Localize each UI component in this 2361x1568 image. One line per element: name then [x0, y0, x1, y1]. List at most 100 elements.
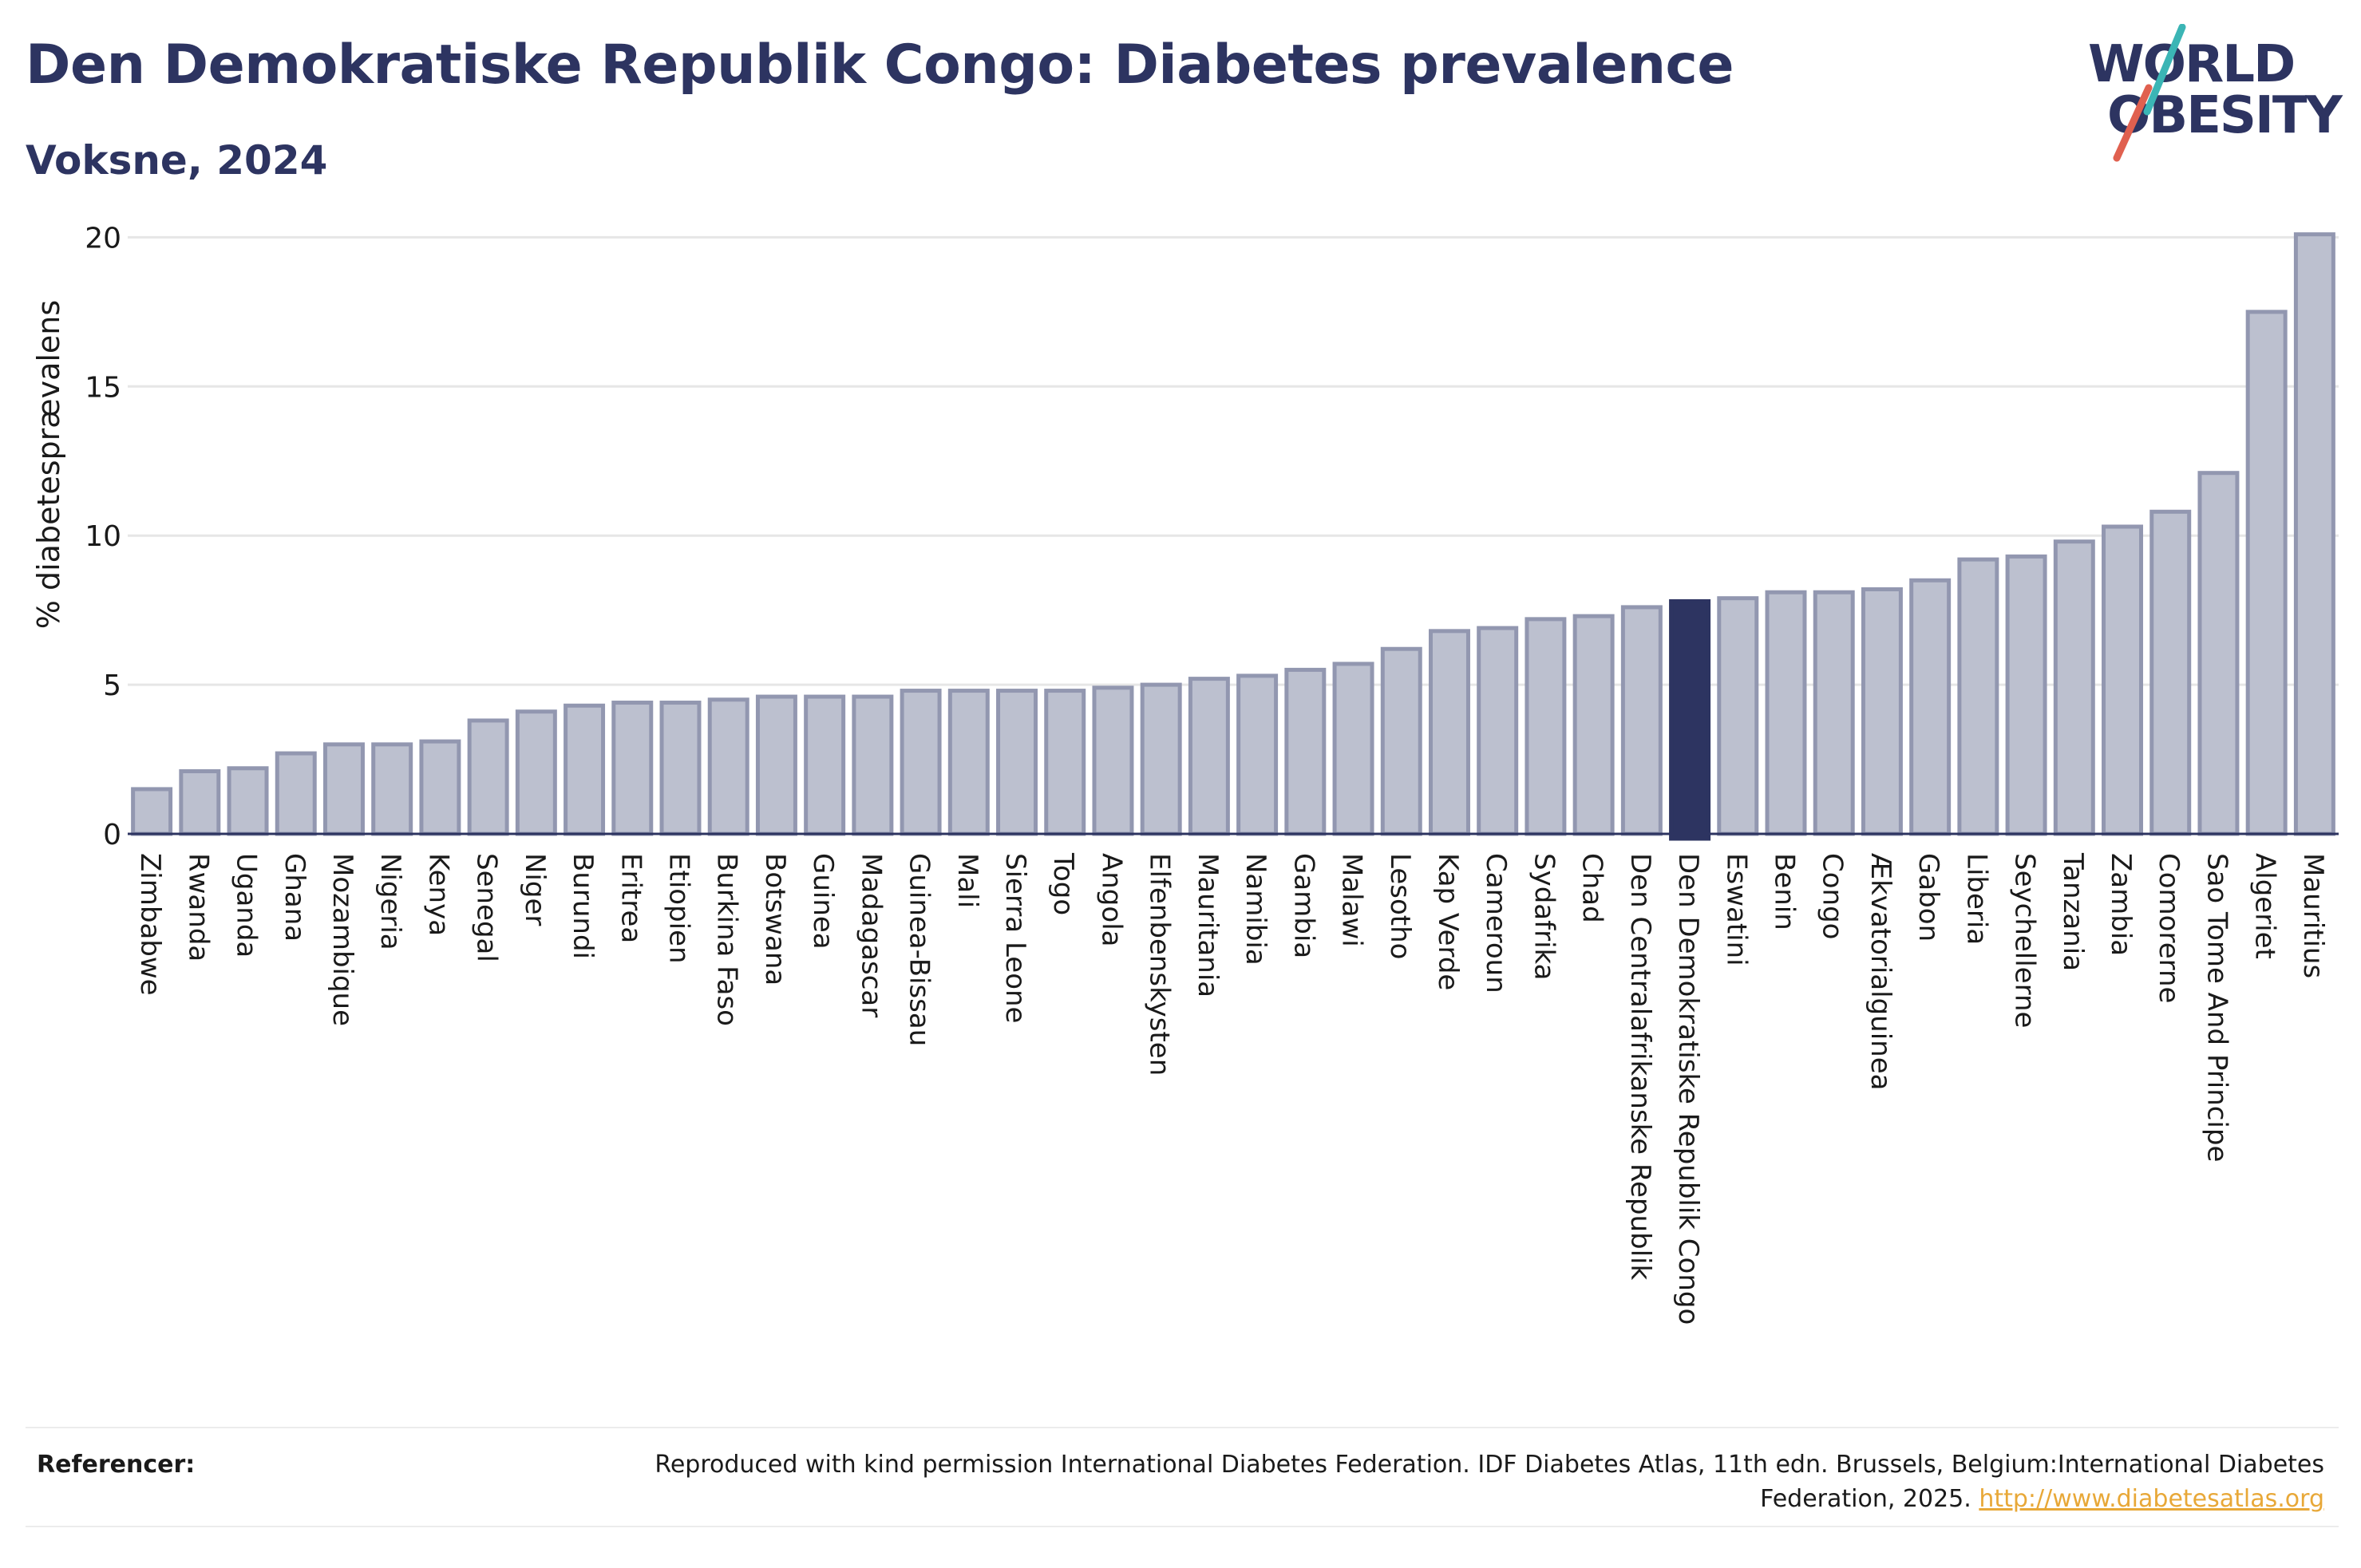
x-tick-label: Burundi [567, 853, 599, 959]
references-label: Referencer: [37, 1451, 196, 1479]
y-tick-label: 15 [85, 371, 121, 404]
x-tick-label: Zimbabwe [134, 853, 166, 996]
logo-line1: WORLD [2088, 35, 2294, 94]
y-tick-label: 10 [85, 520, 121, 553]
bar[interactable] [1717, 596, 1759, 836]
bar[interactable] [2005, 554, 2047, 836]
bar[interactable] [1620, 605, 1663, 836]
logo-slash-red [2113, 84, 2153, 162]
x-tick-label: Elfenbenskysten [1144, 853, 1176, 1076]
world-obesity-logo[interactable]: WORLD OBESITY [2075, 24, 2347, 168]
x-tick-label: Kap Verde [1432, 853, 1464, 990]
x-tick-label: Algeriet [2249, 853, 2281, 959]
logo-slash-teal [2143, 24, 2186, 116]
references-link[interactable]: http://www.diabetesatlas.org [1979, 1485, 2324, 1513]
x-tick-label: Eritrea [615, 853, 647, 943]
bar[interactable] [659, 701, 702, 836]
bar[interactable] [1044, 689, 1086, 836]
bar[interactable] [227, 766, 269, 836]
bar[interactable] [947, 689, 990, 836]
x-tick-label: Uganda [231, 853, 263, 958]
bar[interactable] [1957, 557, 1999, 836]
y-tick-label: 5 [103, 669, 121, 702]
bar[interactable] [707, 697, 749, 836]
bar[interactable] [564, 703, 606, 836]
bar[interactable] [755, 694, 797, 836]
bar[interactable] [2245, 310, 2288, 836]
bars [131, 232, 2335, 841]
bar[interactable] [419, 739, 461, 836]
x-tick-label: Niger [519, 853, 551, 926]
bar[interactable] [371, 742, 413, 836]
bar[interactable] [2053, 539, 2095, 836]
x-tick-label: Senegal [471, 853, 503, 962]
x-tick-label: Guinea [807, 853, 839, 950]
bar[interactable] [852, 694, 894, 836]
x-tick-label: Seychellerne [2009, 853, 2041, 1028]
bar-highlight[interactable] [1669, 598, 1711, 841]
x-tick-label: Madagascar [855, 853, 887, 1017]
x-tick-label: Eswatini [1720, 853, 1752, 966]
x-tick-label: Kenya [422, 853, 454, 936]
chart-title: Den Demokratiske Republik Congo: Diabete… [26, 34, 1734, 97]
bar[interactable] [1140, 682, 1182, 836]
x-tick-label: Cameroun [1480, 853, 1512, 993]
bar[interactable] [1428, 629, 1470, 836]
bar[interactable] [467, 718, 509, 836]
references-text-block: Reproduced with kind permission Internat… [568, 1448, 2324, 1516]
x-tick-label: Burkina Faso [711, 853, 743, 1026]
x-tick-label: Mali [951, 853, 983, 908]
x-tick-label: Togo [1047, 852, 1079, 915]
x-tick-label: Guinea-Bissau [904, 853, 935, 1046]
x-tick-label: Liberia [1960, 853, 1992, 945]
bar[interactable] [1861, 587, 1903, 836]
x-tick-label: Malawi [1336, 853, 1368, 947]
x-tick-label: Gabon [1912, 853, 1944, 942]
bar[interactable] [1380, 646, 1422, 836]
x-tick-label: Mauritius [2297, 853, 2329, 978]
bar[interactable] [275, 751, 317, 836]
bar[interactable] [1525, 617, 1567, 836]
x-tick-label: Botswana [759, 853, 791, 985]
y-tick-label: 0 [103, 819, 121, 851]
x-tick-label: Tanzania [2057, 852, 2089, 971]
category-labels: Zimbabwe Rwanda Uganda Ghana Mozambique Niger… [134, 852, 2329, 1325]
references-top-rule [26, 1427, 2339, 1428]
x-tick-label: Namibia [1240, 853, 1271, 966]
x-tick-label: Zambia [2105, 853, 2137, 956]
bar[interactable] [2293, 232, 2335, 836]
bar[interactable] [996, 689, 1038, 836]
bar[interactable] [804, 694, 846, 836]
bar[interactable] [1477, 626, 1519, 836]
bar[interactable] [1284, 667, 1327, 836]
bar[interactable] [1909, 578, 1952, 836]
x-tick-label: Benin [1769, 853, 1801, 930]
bar[interactable] [1236, 673, 1279, 836]
bar[interactable] [611, 701, 654, 836]
x-tick-label: Chad [1576, 853, 1608, 923]
x-tick-label: Den Centralafrikanske Republik [1624, 853, 1656, 1280]
bar[interactable] [515, 709, 557, 836]
bar[interactable] [1572, 614, 1615, 836]
x-tick-label: Comorerne [2153, 853, 2185, 1003]
x-tick-label: Congo [1817, 853, 1849, 939]
bar[interactable] [2149, 509, 2192, 836]
x-tick-label: Rwanda [182, 853, 214, 962]
x-tick-label: Ækvatorialguinea [1865, 853, 1896, 1090]
bar[interactable] [900, 689, 942, 836]
bar[interactable] [2102, 524, 2144, 836]
bar[interactable] [179, 769, 221, 836]
x-tick-label: Gambia [1287, 853, 1319, 958]
bar[interactable] [2197, 471, 2240, 836]
bar[interactable] [131, 787, 173, 836]
x-tick-label: Etiopien [663, 853, 695, 964]
bar[interactable] [1813, 590, 1855, 836]
x-tick-label: Sierra Leone [999, 853, 1031, 1023]
axes: 0 5 10 15 20 [85, 222, 2339, 851]
bar[interactable] [1188, 677, 1230, 836]
bar[interactable] [322, 742, 365, 836]
bar[interactable] [1765, 590, 1807, 836]
bar[interactable] [1332, 662, 1374, 836]
y-tick-label: 20 [85, 222, 121, 255]
bar[interactable] [1092, 685, 1134, 836]
